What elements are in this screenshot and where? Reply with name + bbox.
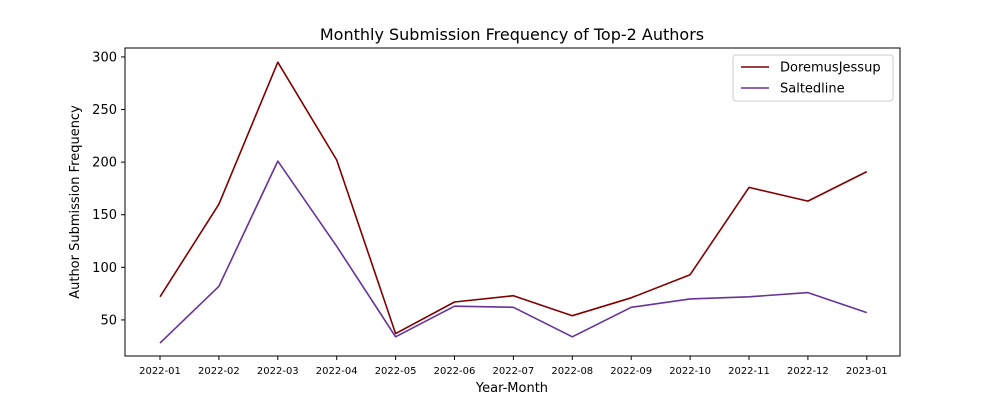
x-tick-label: 2022-09	[610, 366, 652, 377]
x-tick-label: 2022-04	[316, 366, 358, 377]
y-tick-label: 150	[92, 208, 117, 223]
y-tick-label: 200	[92, 156, 117, 171]
y-tick-label: 250	[92, 103, 117, 118]
y-tick-label: 100	[92, 261, 117, 276]
x-tick-label: 2022-10	[669, 366, 711, 377]
x-tick-label: 2022-11	[728, 366, 770, 377]
y-axis-label: Author Submission Frequency	[68, 105, 83, 299]
series-line-2	[159, 160, 868, 344]
series-line-1	[159, 61, 868, 335]
x-tick-label: 2022-03	[257, 366, 299, 377]
x-tick-label: 2022-06	[434, 366, 476, 377]
x-axis-label: Year-Month	[475, 381, 548, 396]
x-tick-label: 2023-01	[846, 366, 888, 377]
y-tick-label: 300	[92, 50, 117, 65]
x-tick-label: 2022-07	[493, 366, 535, 377]
series-layer	[159, 61, 868, 344]
x-tick-label: 2022-12	[787, 366, 829, 377]
x-tick-label: 2022-05	[375, 366, 417, 377]
plot-frame	[124, 47, 901, 357]
legend-label-1: DoremusJessup	[780, 61, 881, 76]
x-axis: 2022-01 2022-02 2022-03 2022-04 2022-05 2022-…	[139, 356, 888, 377]
x-tick-label: 2022-02	[198, 366, 240, 377]
y-axis: 50 100 150 200 250 300	[92, 50, 125, 328]
x-tick-label: 2022-01	[139, 366, 181, 377]
chart-title: Monthly Submission Frequency of Top-2 Au…	[320, 25, 704, 44]
legend-label-2: Saltedline	[780, 82, 845, 97]
legend: DoremusJessup Saltedline	[732, 54, 894, 102]
x-tick-label: 2022-08	[551, 366, 593, 377]
y-tick-label: 50	[100, 313, 117, 328]
legend-box	[732, 54, 894, 102]
